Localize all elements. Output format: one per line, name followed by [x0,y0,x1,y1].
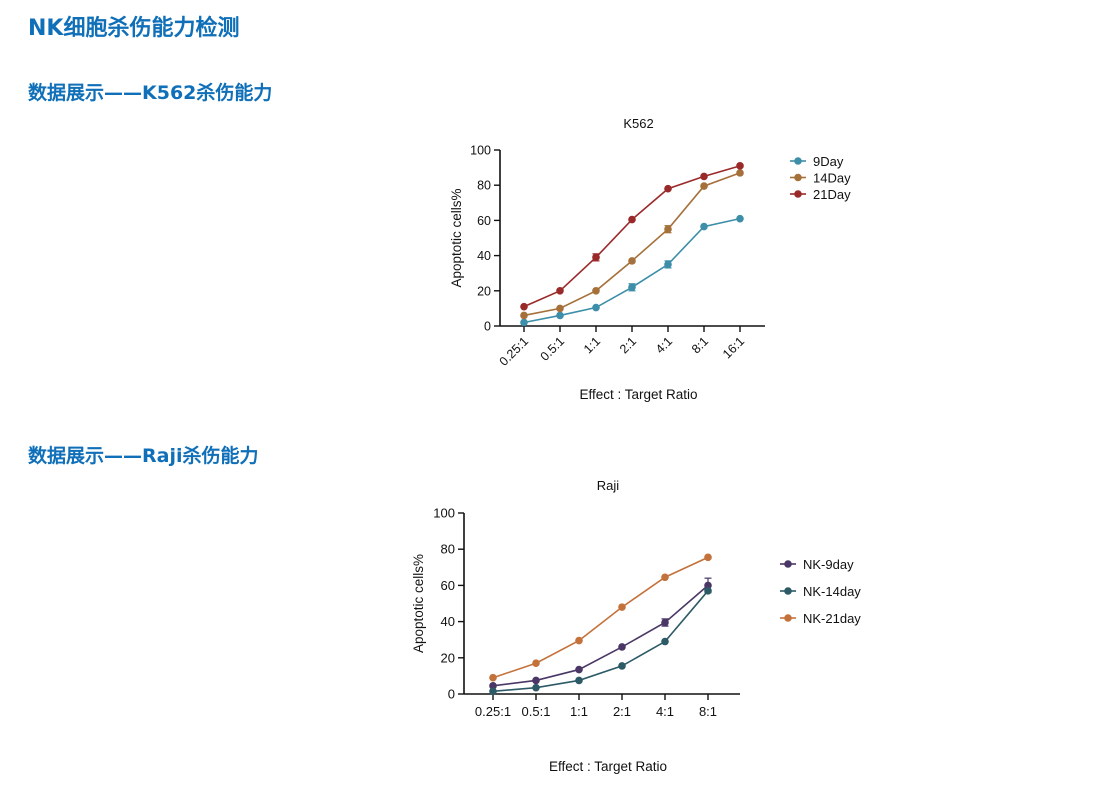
x-tick-label: 2:1 [613,704,631,719]
chart-raji: Raji 0 20 40 60 80 100 0.25:1 0.5:1 1:1 2:1 4:1 8:1 E… [411,478,861,774]
y-tick-label: 100 [433,506,455,521]
series-line [523,217,741,324]
data-point [489,682,497,690]
series-line [492,584,709,687]
chart-title: K562 [623,116,653,131]
data-point [700,182,708,190]
section-heading-k562: 数据展示——K562杀伤能力 [28,82,273,104]
y-tick-label: 80 [441,542,455,557]
data-point [664,184,672,193]
data-point [575,665,583,674]
data-point [556,311,564,320]
chart-title: Raji [597,478,620,493]
data-point [592,287,600,295]
series-line [523,172,741,317]
x-axis-label: Effect : Target Ratio [549,759,667,774]
data-point [532,659,540,668]
data-point [520,311,528,320]
legend-label: 14Day [813,171,851,186]
data-point [592,303,600,312]
data-point [628,215,636,224]
data-point [618,662,626,670]
legend-swatch-marker [784,560,792,568]
legend-label: NK-14day [803,584,861,599]
data-point [700,172,708,181]
data-point [575,636,583,645]
legend-swatch-marker [794,157,802,165]
y-tick-label: 40 [441,614,455,629]
y-tick-label: 60 [441,578,455,593]
data-point [575,676,583,685]
data-point [532,683,540,692]
series-nk-9day [489,577,712,690]
x-tick-label: 0.25:1 [497,334,532,369]
data-point [736,169,744,177]
data-point [618,603,626,611]
legend-label: 21Day [813,187,851,202]
series-21day [520,162,744,311]
chart-k562: K562 0 20 40 60 80 100 0.25:1 0.5:1 1:1 2:1 4:1 8:1 1… [449,116,851,402]
data-point [704,587,712,595]
data-point [736,162,744,170]
series-line [492,556,709,679]
y-tick-label: 60 [477,214,491,228]
x-tick-label: 8:1 [689,334,711,356]
legend-label: NK-9day [803,557,854,572]
x-tick-label: 2:1 [617,334,639,356]
y-tick-label: 0 [448,687,455,702]
legend-swatch-marker [784,587,792,595]
data-point [520,302,528,311]
x-tick-label: 16:1 [720,334,747,361]
y-tick-label: 0 [484,320,491,334]
legend-swatch-marker [784,614,792,622]
data-point [520,318,528,327]
data-point [661,637,669,646]
y-axis-label: Apoptotic cells% [449,188,464,287]
y-tick-label: 20 [477,284,491,298]
data-point [700,222,708,231]
y-tick-label: 100 [470,144,491,158]
data-point [489,673,497,682]
series-14day [520,169,744,320]
data-point [592,253,600,262]
data-point [704,581,712,590]
data-point [661,618,669,627]
y-tick-label: 80 [477,179,491,193]
section-heading-raji: 数据展示——Raji杀伤能力 [28,445,259,467]
data-point [532,676,540,685]
y-axis-label: Apoptotic cells% [411,554,426,653]
x-tick-label: 4:1 [656,704,674,719]
data-point [556,287,564,295]
data-point [664,260,672,269]
x-tick-label: 1:1 [581,334,603,356]
y-tick-label: 20 [441,650,455,665]
legend-label: NK-21day [803,611,861,626]
data-point [736,214,744,223]
page-title: NK细胞杀伤能力检测 [28,16,240,41]
data-point [661,573,669,582]
data-point [628,283,636,292]
series-9day [520,214,744,327]
x-tick-label: 0.25:1 [475,704,511,719]
x-axis-label: Effect : Target Ratio [579,387,697,402]
data-point [704,553,712,562]
x-tick-label: 1:1 [570,704,588,719]
x-tick-label: 0.5:1 [522,704,551,719]
legend-label: 9Day [813,154,844,169]
data-point [489,687,497,696]
data-point [628,257,636,265]
data-point [556,304,564,313]
data-point [618,643,626,651]
x-tick-label: 8:1 [699,704,717,719]
y-tick-label: 40 [477,249,491,263]
series-nk-21day [489,553,712,682]
series-line [492,590,709,693]
x-tick-label: 4:1 [653,334,675,356]
legend-swatch-marker [794,190,802,198]
series-nk-14day [489,587,712,696]
x-tick-label: 0.5:1 [538,334,568,364]
data-point [664,225,672,233]
legend-swatch-marker [794,173,802,182]
